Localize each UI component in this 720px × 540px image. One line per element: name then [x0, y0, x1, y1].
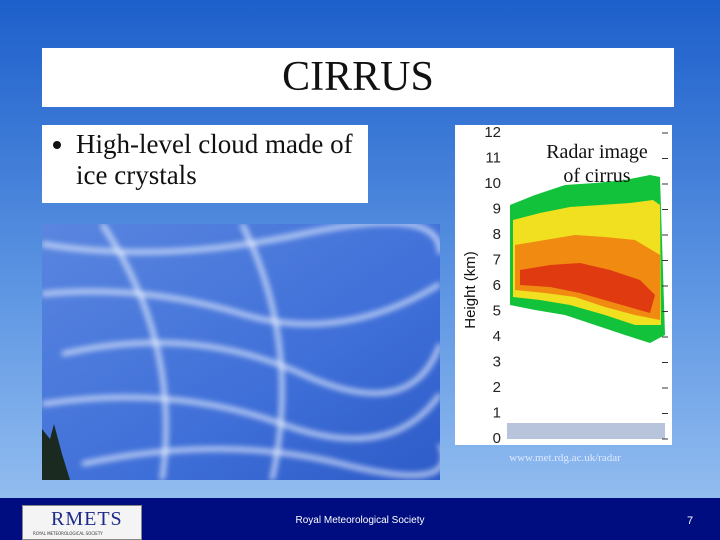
tick-label: 6: [493, 277, 501, 294]
tick-label: 4: [493, 328, 501, 345]
tick-label: 5: [493, 302, 501, 319]
tick-label: 2: [493, 379, 501, 396]
tick-label: 7: [493, 251, 501, 268]
tick-label: 10: [484, 175, 501, 192]
tick-label: 1: [493, 404, 501, 421]
radar-caption: Radar image of cirrus: [546, 141, 648, 187]
tick-label: 0: [493, 430, 501, 445]
tick-label: 12: [484, 125, 501, 141]
logo-subtitle: ROYAL METEOROLOGICAL SOCIETY: [33, 531, 103, 536]
tick-label: 8: [493, 226, 501, 243]
radar-image: Radar image of cirrus Height (km) 0123456…: [455, 125, 672, 445]
tick-label: 11: [485, 149, 501, 166]
source-url: www.met.rdg.ac.uk/radar: [509, 452, 621, 464]
bullet-box: High-level cloud made of ice crystals: [42, 125, 368, 203]
cirrus-photo: [42, 224, 440, 480]
tick-label: 3: [493, 353, 501, 370]
bullet: High-level cloud made of ice crystals: [76, 129, 368, 191]
logo-text: RMETS: [51, 508, 123, 530]
slide-title: CIRRUS: [42, 48, 674, 107]
logo: RMETS ROYAL METEOROLOGICAL SOCIETY: [22, 505, 142, 540]
axis-label: Height (km): [462, 251, 479, 329]
page-number: 7: [686, 515, 694, 527]
tick-label: 9: [493, 200, 501, 217]
organization: Royal Meteorological Society: [295, 515, 425, 526]
